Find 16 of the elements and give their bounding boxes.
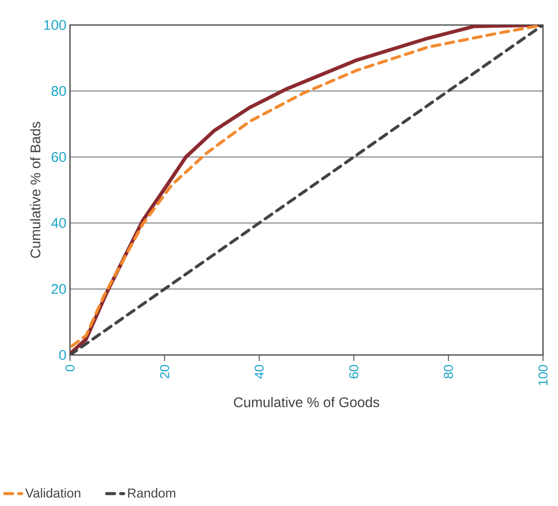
y-tick-label: 40 <box>51 218 66 228</box>
x-tick-label: 40 <box>254 365 264 379</box>
x-tick-label: 100 <box>538 365 548 386</box>
y-tick-label: 0 <box>59 350 66 360</box>
y-tick-label: 60 <box>52 152 66 162</box>
legend-label: Validation <box>25 488 80 498</box>
y-tick-label: 100 <box>44 20 66 30</box>
y-tick-label: 20 <box>52 284 66 294</box>
x-tick-label: 60 <box>349 365 358 378</box>
x-axis-title: Cumulative % of Goods <box>234 396 380 408</box>
y-axis-title: Cumulative % of Bads <box>30 122 40 258</box>
x-tick-label: 0 <box>65 365 75 372</box>
x-tick-label: 20 <box>160 365 170 378</box>
legend-label: Random <box>128 488 176 498</box>
y-tick-label: 80 <box>52 86 66 96</box>
x-tick-label: 80 <box>444 365 453 378</box>
